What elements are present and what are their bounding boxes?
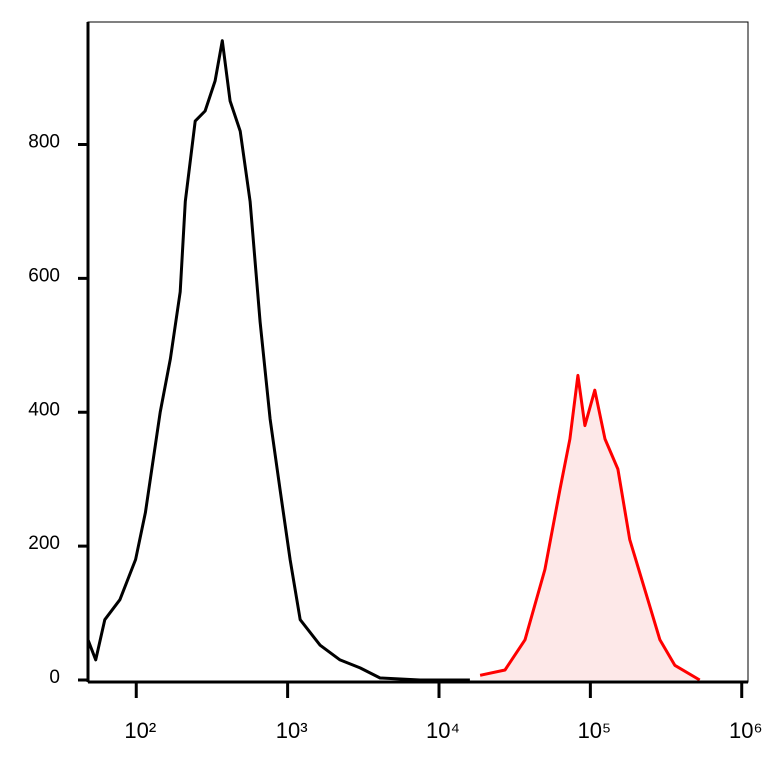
x-tick-label: 10⁴	[426, 718, 460, 743]
x-tick-label: 10³	[276, 718, 308, 743]
y-tick-label: 0	[49, 667, 60, 688]
line	[479, 373, 701, 682]
y-tick-label: 600	[28, 265, 60, 286]
y-tick-label: 400	[28, 399, 60, 420]
plot-frame	[87, 21, 749, 683]
x-tick-label: 10⁵	[578, 718, 612, 743]
line	[86, 39, 470, 682]
y-tick-label: 200	[28, 533, 60, 554]
area	[480, 375, 700, 680]
x-tick-label: 10⁶	[729, 718, 763, 743]
x-tick-label: 10²	[124, 718, 156, 743]
y-tick-label: 800	[28, 132, 60, 153]
